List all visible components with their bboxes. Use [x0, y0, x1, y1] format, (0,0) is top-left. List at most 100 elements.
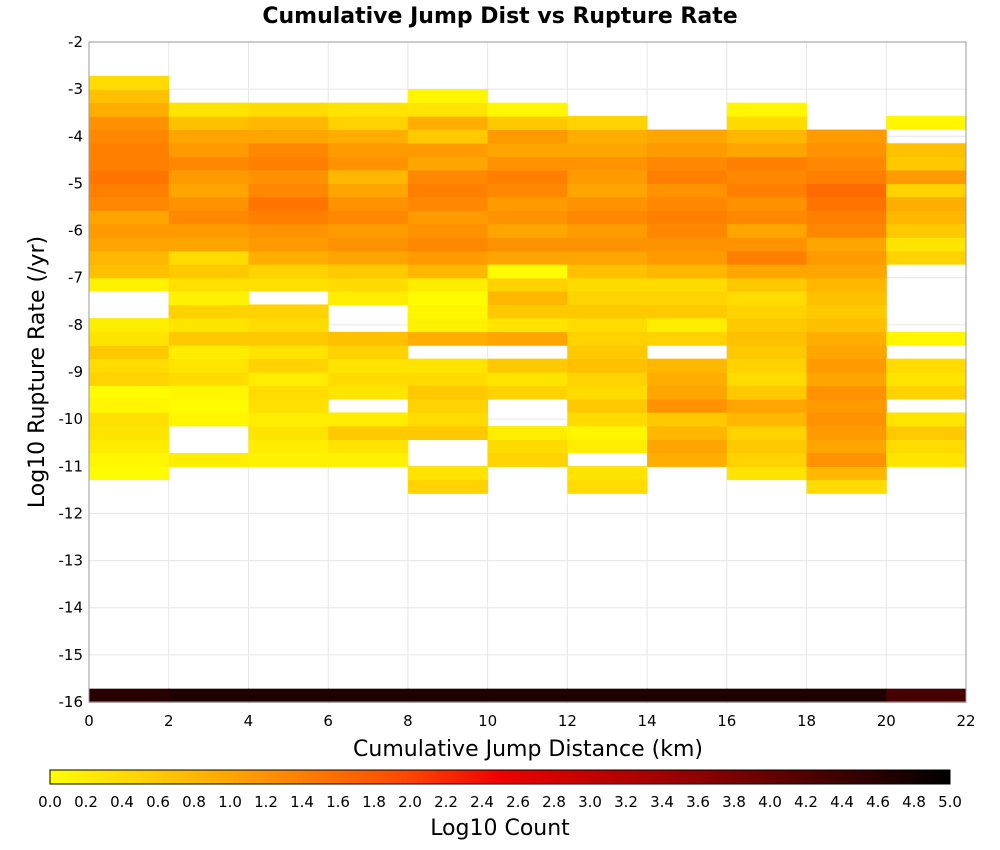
- heatmap-cell: [328, 412, 409, 427]
- heatmap-cell: [647, 250, 728, 265]
- heatmap-cell: [407, 398, 489, 413]
- heatmap-cell: [168, 264, 249, 279]
- x-tick-label: 16: [717, 712, 736, 730]
- heatmap-cell: [806, 264, 887, 279]
- heatmap-cell: [726, 452, 808, 467]
- colorbar-ticks: 0.0 0.2 0.4 0.6 0.8 1.0 1.2 1.4 1.6 1.8 2.0 2.2 2.4 2…: [38, 793, 962, 811]
- heatmap-cell: [89, 223, 170, 238]
- heatmap-cell: [89, 210, 170, 225]
- colorbar-tick-label: 1.8: [362, 793, 386, 811]
- heatmap-cell: [89, 466, 170, 481]
- y-tick-label: -16: [59, 693, 84, 711]
- heatmap-cell: [328, 156, 409, 171]
- heatmap-cell: [89, 250, 170, 265]
- plot-border: [88, 41, 967, 703]
- y-tick-label: -10: [59, 410, 84, 428]
- heatmap-cell: [647, 170, 728, 185]
- heatmap-cell: [248, 304, 329, 319]
- colorbar-tick-label: 0.6: [146, 793, 170, 811]
- heatmap-cell: [407, 102, 489, 117]
- colorbar-tick-label: 2.0: [398, 793, 422, 811]
- heatmap-cell: [647, 156, 728, 171]
- colorbar-tick-label: 1.0: [218, 793, 242, 811]
- heatmap-cell: [168, 385, 249, 400]
- heatmap-cell: [487, 277, 568, 292]
- heatmap-cell: [407, 412, 489, 427]
- heatmap-cell: [726, 318, 808, 333]
- heatmap-cell: [248, 115, 329, 130]
- heatmap-cell: [407, 264, 489, 279]
- heatmap-cell: [487, 371, 568, 386]
- heatmap-cell: [726, 183, 808, 198]
- heatmap-cell: [168, 250, 249, 265]
- heatmap-cell: [89, 75, 170, 90]
- heatmap-cell: [647, 331, 728, 346]
- heatmap-cell: [806, 426, 887, 441]
- heatmap-cell: [168, 156, 249, 171]
- heatmap-cell: [89, 412, 170, 427]
- heatmap-cell: [168, 237, 249, 252]
- heatmap-cell: [328, 196, 409, 211]
- heatmap-cell: [407, 250, 489, 265]
- heatmap-cell: [806, 688, 887, 703]
- colorbar-tick-label: 4.4: [830, 793, 854, 811]
- heatmap-cell: [487, 170, 568, 185]
- heatmap-cell: [168, 277, 249, 292]
- heatmap-cell: [567, 318, 648, 333]
- heatmap-cell: [726, 156, 808, 171]
- y-tick-label: -13: [59, 552, 84, 570]
- y-tick-label: -6: [68, 222, 83, 240]
- colorbar-tick-label: 3.2: [614, 793, 638, 811]
- x-tick-label: 8: [403, 712, 413, 730]
- heatmap-cell: [328, 264, 409, 279]
- heatmap-cell: [89, 344, 170, 359]
- heatmap-cell: [328, 439, 409, 454]
- heatmap-cell: [487, 688, 568, 703]
- heatmap-cell: [248, 358, 329, 373]
- heatmap-cell: [726, 331, 808, 346]
- x-tick-label: 22: [956, 712, 975, 730]
- heatmap-cell: [487, 143, 568, 158]
- heatmap-cell: [487, 115, 568, 130]
- heatmap-cell: [487, 250, 568, 265]
- colorbar-tick-label: 1.4: [290, 793, 314, 811]
- heatmap-cell: [328, 385, 409, 400]
- heatmap-cell: [407, 466, 489, 481]
- heatmap-cell: [328, 237, 409, 252]
- heatmap-cell: [487, 156, 568, 171]
- heatmap-cell: [168, 398, 249, 413]
- heatmap-cell: [487, 385, 568, 400]
- heatmap-cell: [89, 371, 170, 386]
- heatmap-cell: [89, 156, 170, 171]
- colorbar-tick-label: 4.2: [794, 793, 818, 811]
- heatmap-cell: [328, 223, 409, 238]
- y-tick-label: -4: [68, 127, 83, 145]
- heatmap-cell: [248, 426, 329, 441]
- heatmap-cell: [806, 196, 887, 211]
- heatmap-cell: [806, 344, 887, 359]
- heatmap-cell: [806, 210, 887, 225]
- heatmap-cell: [487, 291, 568, 306]
- heatmap-cell: [886, 156, 967, 171]
- heatmap-cell: [567, 439, 648, 454]
- heatmap-cell: [168, 304, 249, 319]
- chart-title: Cumulative Jump Dist vs Rupture Rate: [262, 4, 737, 29]
- heatmap-cell: [248, 318, 329, 333]
- heatmap-cell: [89, 452, 170, 467]
- colorbar-tick-label: 5.0: [938, 793, 962, 811]
- y-tick-label: -15: [59, 646, 84, 664]
- heatmap-cell: [886, 385, 967, 400]
- heatmap-cell: [726, 115, 808, 130]
- heatmap-cell: [647, 412, 728, 427]
- heatmap-cell: [328, 358, 409, 373]
- heatmap-cell: [328, 170, 409, 185]
- heatmap-cell: [567, 196, 648, 211]
- heatmap-cell: [248, 210, 329, 225]
- heatmap-cells: [89, 75, 967, 703]
- heatmap-cell: [487, 210, 568, 225]
- heatmap-cell: [886, 452, 967, 467]
- heatmap-cell: [328, 143, 409, 158]
- heatmap-cell: [248, 688, 329, 703]
- y-tick-label: -7: [68, 269, 83, 287]
